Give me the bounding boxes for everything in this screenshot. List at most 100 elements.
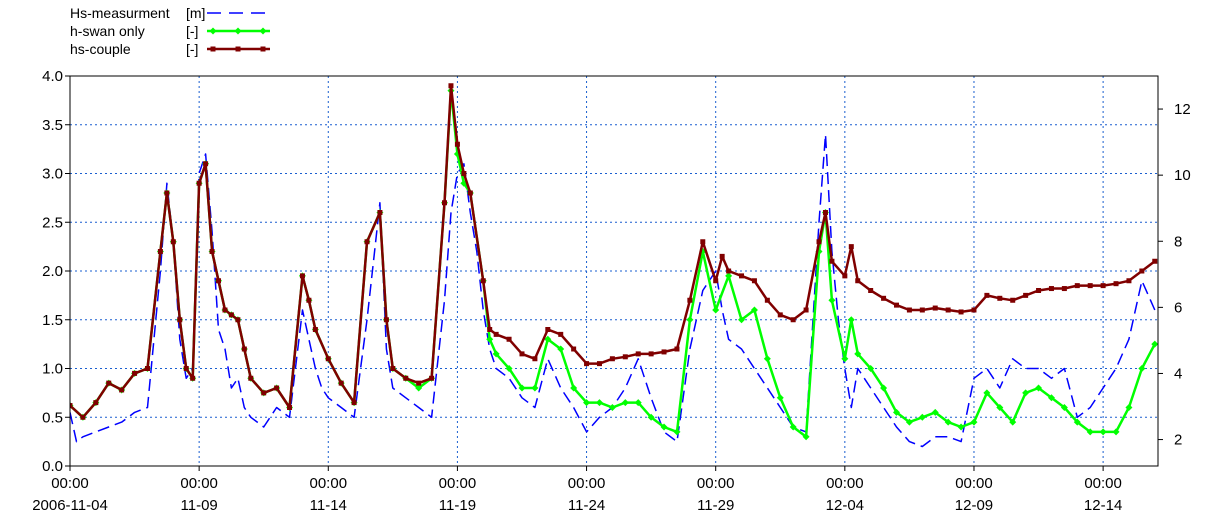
data-point-hs-couple [487,327,493,332]
data-point-h-swan-only [905,418,913,426]
data-point-hs-couple [829,258,835,264]
series-hs-couple [70,83,1158,420]
data-point-hs-couple [351,400,357,406]
x-axis: 00:00 2006-11-04 00:00 11-09 00:00 11-14 00:00… [32,466,1122,514]
data-point-h-swan-only [647,413,655,421]
data-point-hs-couple [713,278,719,284]
data-point-hs-couple [984,292,990,298]
y-tick-label-left: 0.0 [42,458,63,475]
x-tick-time-label: 00:00 [568,475,606,492]
y-tick-label-right: 2 [1174,432,1182,449]
x-tick-date-label: 11-14 [310,497,347,514]
data-point-hs-couple [958,309,964,315]
data-point-h-swan-only [970,418,978,426]
data-point-h-swan-only [583,399,591,407]
data-point-hs-couple [881,295,887,301]
data-point-h-swan-only [841,355,849,363]
data-point-hs-couple [777,312,783,318]
data-point-hs-couple [183,366,189,371]
data-point-hs-couple [622,354,628,360]
data-point-hs-couple [739,273,745,279]
legend-label: h-swan only [70,23,145,39]
data-point-hs-couple [164,190,170,196]
data-point-hs-couple [274,385,280,391]
data-point-h-swan-only [847,316,855,324]
data-point-h-swan-only [634,399,642,407]
x-tick-time-label: 00:00 [1084,475,1122,492]
data-point-h-swan-only [557,345,565,353]
legend-unit: [-] [186,23,198,39]
data-point-hs-couple [997,295,1003,301]
data-point-h-swan-only [763,355,771,363]
data-point-hs-couple [364,239,370,245]
y-tick-label-left: 1.5 [42,312,63,329]
data-point-h-swan-only [505,365,513,372]
data-point-hs-couple [416,380,422,386]
data-point-hs-couple [545,327,551,332]
data-point-hs-couple [209,249,215,254]
data-point-hs-couple [429,375,435,381]
x-tick-time-label: 00:00 [51,475,89,492]
data-point-hs-couple [222,307,228,313]
y-tick-label-left: 3.0 [42,166,63,183]
x-tick-date-label: 12-14 [1084,497,1122,514]
data-point-hs-couple [1126,278,1132,284]
data-point-hs-couple [674,346,680,352]
data-point-hs-couple [532,356,538,362]
x-tick-date-label: 11-29 [697,497,734,514]
data-point-h-swan-only [673,428,681,436]
data-point-h-swan-only [867,365,875,372]
data-point-hs-couple [287,405,293,410]
data-point-hs-couple [170,239,176,245]
data-point-hs-couple [1010,297,1016,303]
legend-unit: [m] [186,5,205,21]
data-point-h-swan-only [828,296,836,304]
data-point-hs-couple [816,239,822,245]
data-point-hs-couple [751,278,757,284]
data-point-hs-couple [971,307,977,313]
data-point-hs-couple [377,210,383,215]
data-point-hs-couple [119,387,125,393]
data-point-h-swan-only [1009,418,1017,426]
data-point-hs-couple [203,161,209,167]
data-point-h-swan-only [931,408,939,416]
x-tick-time-label: 00:00 [697,475,735,492]
data-point-h-swan-only [1035,384,1043,392]
data-point-hs-couple [635,351,641,357]
data-point-hs-couple [196,180,202,186]
data-point-hs-couple [1100,283,1106,289]
legend-unit: [-] [186,41,198,57]
data-point-h-swan-only [712,306,720,314]
series-hs-measurment [70,133,1156,448]
data-point-h-swan-only [1112,428,1120,436]
data-point-hs-couple [1036,288,1042,293]
legend-label: hs-couple [70,41,131,57]
data-point-hs-couple [493,331,499,337]
data-point-hs-couple [383,317,389,323]
legend-marker [234,27,242,35]
y-tick-label-left: 0.5 [42,409,63,426]
y-tick-label-left: 2.0 [42,263,63,280]
data-point-hs-couple [855,278,861,284]
data-point-h-swan-only [608,404,616,411]
legend-marker [210,46,216,52]
data-point-hs-couple [70,403,73,409]
data-point-hs-couple [596,361,602,367]
x-tick-time-label: 00:00 [826,475,864,492]
data-point-hs-couple [177,317,183,323]
data-point-hs-couple [1139,268,1145,274]
y-tick-label-right: 12 [1174,101,1191,118]
data-point-hs-couple [241,346,247,352]
series-layer [70,83,1158,448]
data-point-hs-couple [1152,258,1158,264]
series-line-hs-measurment [70,133,1156,448]
data-point-h-swan-only [660,423,668,431]
legend-marker [209,27,217,35]
data-point-h-swan-only [1151,340,1158,348]
data-point-h-swan-only [1138,365,1146,372]
x-tick-time-label: 00:00 [439,475,477,492]
legend-label: Hs-measurment [70,5,170,21]
data-point-hs-couple [299,273,305,279]
